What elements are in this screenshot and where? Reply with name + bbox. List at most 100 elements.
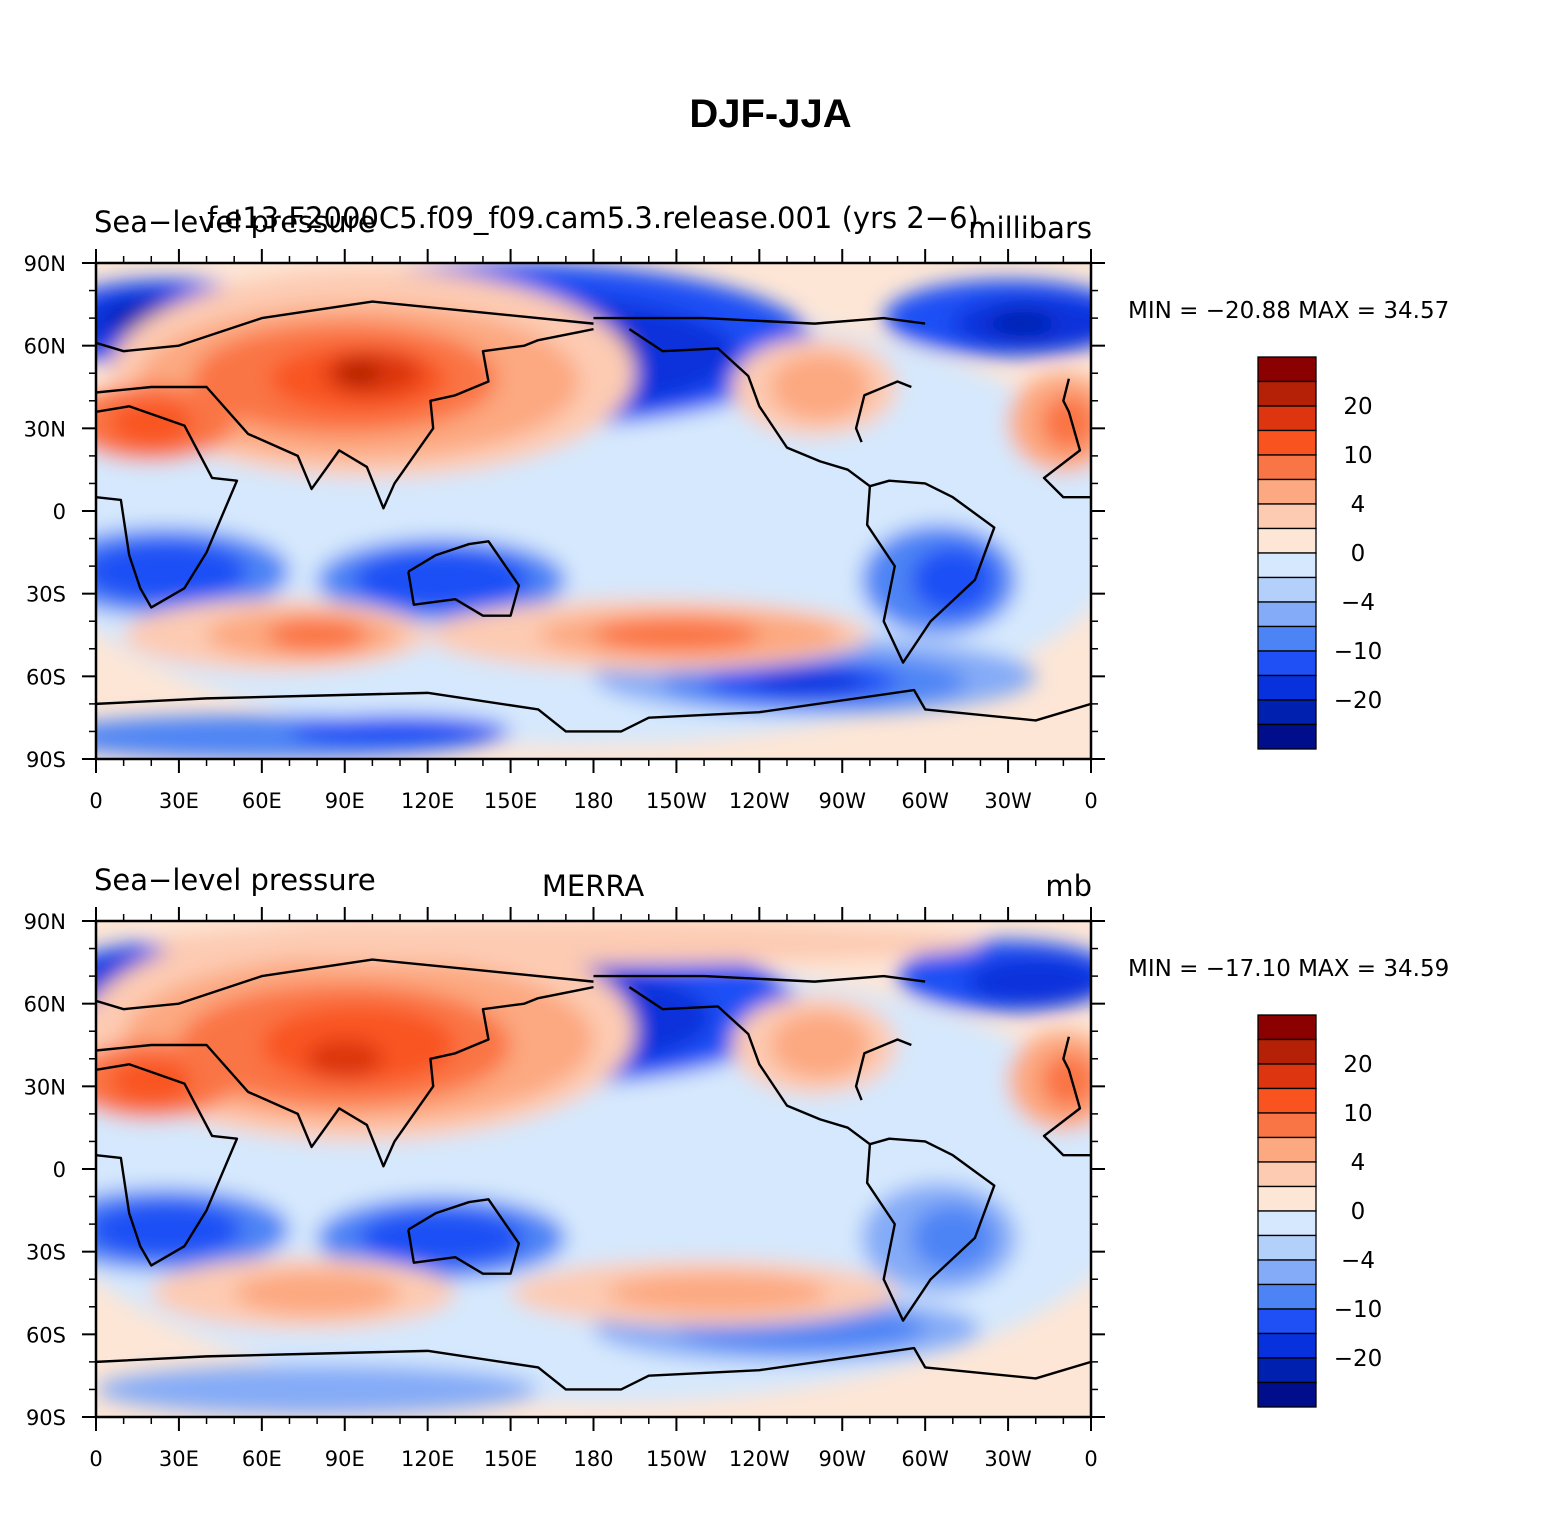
coastline xyxy=(96,327,594,510)
lat-tick-label: 30S xyxy=(26,583,66,607)
coastline xyxy=(96,1063,239,1267)
coastline xyxy=(865,479,996,664)
center-title: MERRA xyxy=(542,869,644,903)
lat-tick-label: 0 xyxy=(53,1158,66,1182)
colorbar-label: −20 xyxy=(1334,688,1383,714)
coastline xyxy=(854,1038,912,1101)
colorbar-box xyxy=(1257,699,1317,726)
coastline xyxy=(96,958,594,1011)
lon-tick-label: 120W xyxy=(729,789,790,813)
contour-region xyxy=(1041,1053,1091,1109)
lon-tick-label: 180 xyxy=(573,789,613,813)
bottom-panel-map: 0 30E 60E 90E 120E 150E 180 150W 120W 90W 60W 30W 09… xyxy=(24,863,1450,1471)
contour-region xyxy=(96,1202,243,1258)
lon-tick-label: 120E xyxy=(401,1447,454,1471)
colorbar-label: −20 xyxy=(1334,1346,1383,1372)
contour-region xyxy=(267,618,367,652)
colorbar-label: 4 xyxy=(1351,1150,1366,1176)
contour-region xyxy=(96,1364,539,1415)
coastline xyxy=(1042,1036,1091,1157)
colorbar-box xyxy=(1257,1381,1317,1408)
coastline xyxy=(407,540,521,617)
colorbar-box xyxy=(1257,1185,1317,1212)
lon-tick-label: 0 xyxy=(89,1447,102,1471)
lon-tick-label: 0 xyxy=(1084,1447,1097,1471)
colorbar-label: 10 xyxy=(1343,443,1372,469)
lat-tick-label: 30N xyxy=(24,417,66,441)
colorbar-box xyxy=(1257,1357,1317,1384)
contour-region xyxy=(770,1011,870,1079)
coastline xyxy=(96,985,594,1168)
coastline xyxy=(96,300,594,353)
lon-tick-label: 90E xyxy=(325,1447,365,1471)
lat-tick-label: 60S xyxy=(26,665,66,689)
lon-tick-label: 30W xyxy=(984,1447,1032,1471)
lon-tick-label: 0 xyxy=(89,789,102,813)
colorbar-box xyxy=(1257,601,1317,628)
main-title: DJF-JJA xyxy=(689,92,852,136)
colorbar-box xyxy=(1257,1087,1317,1114)
left-title: Sea−level pressure xyxy=(94,863,376,897)
lon-tick-label: 30W xyxy=(984,789,1032,813)
colorbar-box xyxy=(1257,1259,1317,1286)
colorbar-box xyxy=(1257,405,1317,432)
colorbar-box xyxy=(1257,1063,1317,1090)
center-title: f.e13.F2000C5.f09_f09.cam5.3.release.001… xyxy=(207,201,979,235)
lon-tick-label: 120E xyxy=(401,789,454,813)
colorbar-label: −4 xyxy=(1341,1248,1375,1274)
lat-tick-label: 0 xyxy=(53,500,66,524)
colorbar-box xyxy=(1257,356,1317,383)
coastlines xyxy=(96,958,1091,1391)
lat-tick-label: 90S xyxy=(26,1406,66,1430)
lon-tick-label: 90E xyxy=(325,789,365,813)
contour-blobs xyxy=(96,921,1091,1415)
left-title: Sea−level pressure xyxy=(94,205,376,239)
contour-field xyxy=(96,921,1091,1417)
contour-region xyxy=(96,541,248,602)
colorbar-label: −10 xyxy=(1334,1297,1383,1323)
min-max-stats: MIN = −20.88 MAX = 34.57 xyxy=(1128,298,1449,324)
lon-tick-label: 150E xyxy=(484,1447,537,1471)
contour-region xyxy=(770,353,870,421)
lon-tick-label: 150E xyxy=(484,789,537,813)
contour-region xyxy=(911,1204,995,1271)
coastline xyxy=(854,380,912,443)
colorbar-box xyxy=(1257,1112,1317,1139)
colorbar-box xyxy=(1257,380,1317,407)
colorbar-box xyxy=(1257,1161,1317,1188)
contour-region xyxy=(109,1058,193,1103)
contour-region xyxy=(353,549,530,611)
lon-tick-label: 0 xyxy=(1084,789,1097,813)
coastline xyxy=(593,974,926,983)
colorbar-box xyxy=(1257,650,1317,677)
lon-tick-label: 60E xyxy=(242,1447,282,1471)
contour-region xyxy=(1041,395,1091,451)
contour-region xyxy=(988,309,1056,338)
contour-region xyxy=(911,546,995,613)
contour-region xyxy=(607,1273,829,1313)
lon-tick-label: 60W xyxy=(901,1447,949,1471)
colorbar-label: 0 xyxy=(1351,541,1366,567)
colorbar-box xyxy=(1257,1332,1317,1359)
colorbar-label: 4 xyxy=(1351,492,1366,518)
lon-tick-label: 180 xyxy=(573,1447,613,1471)
colorbar-box xyxy=(1257,625,1317,652)
coastline xyxy=(593,316,926,325)
coastlines xyxy=(96,300,1091,733)
colorbar-box xyxy=(1257,1038,1317,1065)
coastline xyxy=(96,405,239,609)
lon-tick-label: 150W xyxy=(646,789,707,813)
min-max-stats: MIN = −17.10 MAX = 34.59 xyxy=(1128,956,1449,982)
colorbar-box xyxy=(1257,1234,1317,1261)
colorbar-box xyxy=(1257,576,1317,603)
lon-tick-label: 30E xyxy=(159,1447,199,1471)
lat-tick-label: 90S xyxy=(26,748,66,772)
contour-region xyxy=(358,1210,525,1266)
contour-region xyxy=(151,921,981,966)
coastline xyxy=(407,1198,521,1275)
coastline xyxy=(628,328,871,488)
colorbar-box xyxy=(1257,1283,1317,1310)
lat-tick-label: 60N xyxy=(24,335,66,359)
lat-tick-label: 60N xyxy=(24,993,66,1017)
coastline xyxy=(865,1137,996,1322)
